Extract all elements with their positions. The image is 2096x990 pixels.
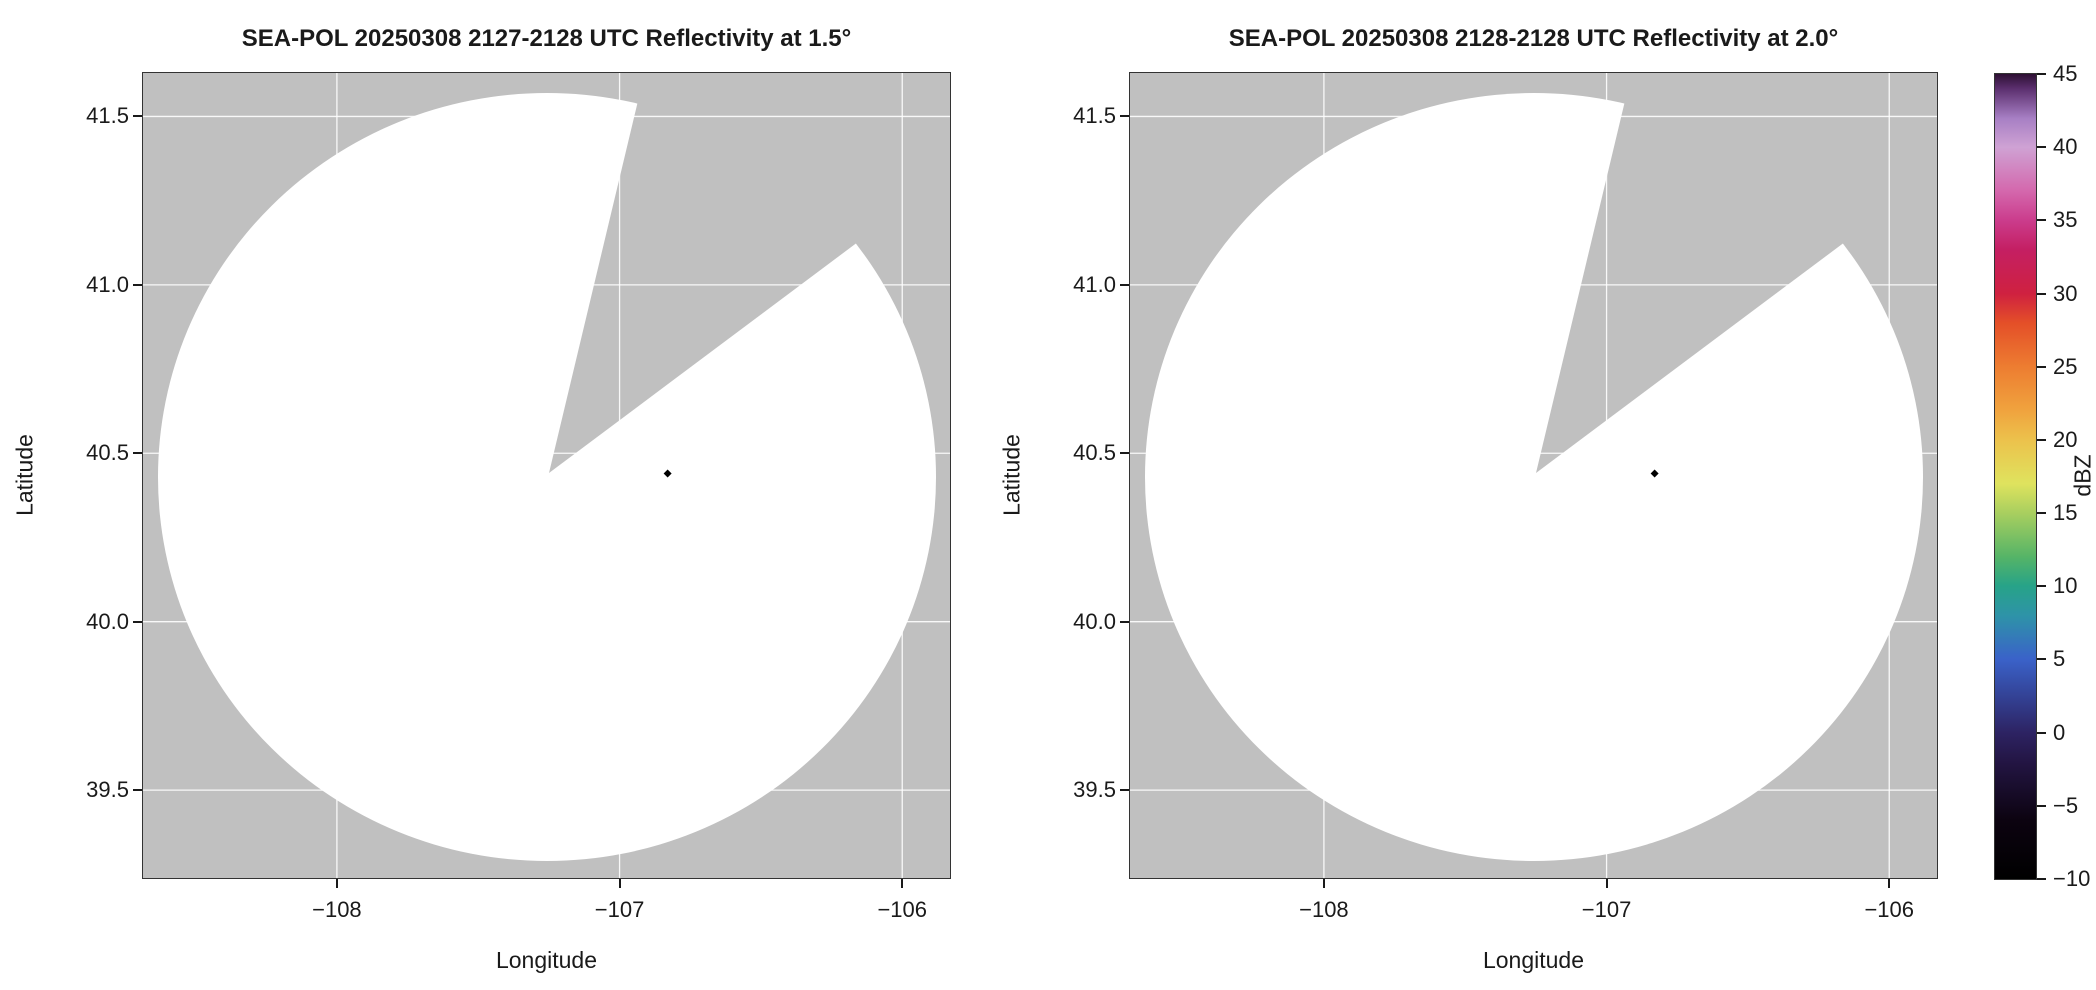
x-tick-mark [1605,879,1608,888]
y-axis-label: Latitude [11,434,38,516]
colorbar-tick-mark [2037,219,2046,222]
colorbar-tick-label: 0 [2053,719,2066,745]
x-tick-mark [335,879,338,888]
colorbar-tick-mark [2037,292,2046,295]
plot-title: SEA-POL 20250308 2128-2128 UTC Reflectiv… [1228,25,1839,52]
y-tick-label: 40.5 [86,440,129,466]
y-tick-mark [1120,789,1129,792]
colorbar-axis-label: dBZ [2069,454,2096,497]
y-tick-label: 41.0 [86,271,129,297]
colorbar-tick-mark [2037,658,2046,661]
x-tick-label: −106 [877,897,927,922]
x-tick-mark [1888,879,1891,888]
y-tick-label: 40.0 [1073,608,1116,634]
colorbar-tick-label: −5 [2053,792,2079,818]
x-tick-mark [618,879,621,888]
colorbar-tick-label: 30 [2053,280,2078,306]
y-tick-label: 41.5 [86,103,129,129]
colorbar-tick-mark [2037,365,2046,368]
y-tick-label: 41.0 [1073,271,1116,297]
missing-data-wedge [1536,73,1877,473]
colorbar-tick-mark [2037,512,2046,515]
reflectivity-point [663,469,672,478]
y-axis-label: Latitude [998,434,1025,516]
x-tick-label: −108 [1299,897,1349,922]
colorbar-tick-mark [2037,585,2046,588]
axes-area [1129,72,1938,879]
colorbar-tick-mark [2037,146,2046,149]
y-tick-mark [133,789,142,792]
gridlines [143,73,950,878]
x-tick-label: −107 [594,897,645,922]
colorbar-tick-mark [2037,878,2046,880]
colorbar-tick-mark [2037,73,2046,75]
colorbar-tick-label: 40 [2053,134,2078,160]
y-tick-mark [1120,452,1129,455]
colorbar-gradient [1995,74,2036,879]
x-tick-mark [1322,879,1325,888]
colorbar-tick-mark [2037,731,2046,734]
y-tick-mark [1120,620,1129,623]
gridlines [1130,73,1937,878]
colorbar-tick-label: 25 [2053,353,2078,379]
y-tick-mark [133,283,142,286]
reflectivity-point [1650,469,1659,478]
x-tick-label: −108 [312,897,362,922]
y-tick-mark [1120,283,1129,286]
y-tick-label: 40.0 [86,608,129,634]
plot-panel-2: SEA-POL 20250308 2128-2128 UTC Reflectiv… [999,25,1938,973]
colorbar-tick-mark [2037,438,2046,441]
colorbar-tick-label: −10 [2053,866,2091,891]
colorbar-tick-label: 10 [2053,573,2078,599]
colorbar-tick-label: 35 [2053,207,2078,233]
y-tick-mark [1120,115,1129,118]
x-tick-mark [901,879,904,888]
y-tick-label: 41.5 [1073,103,1116,129]
y-tick-label: 40.5 [1073,440,1116,466]
colorbar: 45 40 35 30 25 20 15 10 5 0 −5 −10 [1994,61,2090,891]
missing-data-wedge [549,73,890,473]
colorbar-tick-mark [2037,804,2046,807]
y-tick-mark [133,115,142,118]
x-tick-label: −107 [1581,897,1632,922]
x-tick-label: −106 [1864,897,1914,922]
x-axis-label: Longitude [1482,947,1585,973]
colorbar-tick-label: 5 [2053,646,2066,672]
plot-title: SEA-POL 20250308 2127-2128 UTC Reflectiv… [241,25,852,52]
colorbar-tick-label: 45 [2053,61,2078,86]
y-tick-mark [133,620,142,623]
y-tick-label: 39.5 [86,777,129,803]
plot-panel-1: SEA-POL 20250308 2127-2128 UTC Reflectiv… [12,25,951,973]
y-tick-label: 39.5 [1073,777,1116,803]
x-axis-label: Longitude [495,947,598,973]
colorbar-tick-label: 20 [2053,426,2078,452]
y-tick-mark [133,452,142,455]
axes-area [142,72,951,879]
colorbar-tick-label: 15 [2053,500,2078,526]
